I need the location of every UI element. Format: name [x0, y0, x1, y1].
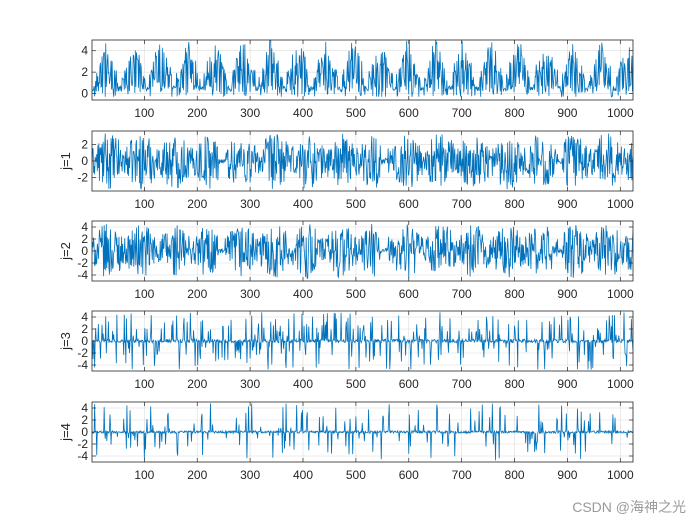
y-tick-label: 4	[81, 310, 88, 324]
y-tick-label: 0	[81, 244, 88, 258]
series-line	[92, 403, 633, 461]
y-tick-label: 0	[81, 87, 88, 101]
x-tick-label: 400	[293, 197, 313, 211]
series-line	[92, 223, 633, 280]
x-tick-label: 100	[134, 468, 154, 482]
x-tick-label: 900	[557, 106, 577, 120]
y-tick-label: 2	[81, 413, 88, 427]
x-tick-label: 600	[399, 377, 419, 391]
y-tick-label: 2	[81, 137, 88, 151]
x-tick-label: 1000	[607, 468, 634, 482]
y-tick-label: -2	[77, 437, 88, 451]
x-tick-label: 500	[346, 106, 366, 120]
x-tick-label: 200	[187, 287, 207, 301]
x-tick-label: 200	[187, 468, 207, 482]
axes-box	[91, 39, 634, 101]
y-tick-label: -4	[77, 358, 88, 372]
x-tick-label: 700	[452, 377, 472, 391]
y-tick-label: 0	[81, 334, 88, 348]
x-tick-label: 500	[346, 468, 366, 482]
y-tick-label: 4	[81, 220, 88, 234]
y-axis-label: j=1	[58, 152, 73, 171]
x-tick-label: 800	[505, 377, 525, 391]
y-tick-label: 4	[81, 44, 88, 58]
x-tick-label: 800	[505, 197, 525, 211]
x-tick-label: 700	[452, 106, 472, 120]
x-tick-label: 700	[452, 468, 472, 482]
x-tick-label: 1000	[607, 197, 634, 211]
x-tick-label: 900	[557, 468, 577, 482]
x-tick-label: 1000	[607, 287, 634, 301]
watermark: CSDN @海神之光	[572, 499, 686, 515]
y-tick-label: -4	[77, 449, 88, 463]
x-tick-label: 800	[505, 106, 525, 120]
series-line	[92, 40, 633, 98]
y-tick-label: 0	[81, 425, 88, 439]
x-tick-label: 400	[293, 377, 313, 391]
x-tick-label: 200	[187, 377, 207, 391]
x-tick-label: 600	[399, 197, 419, 211]
x-tick-label: 300	[240, 106, 260, 120]
x-tick-label: 1000	[607, 106, 634, 120]
x-tick-label: 100	[134, 287, 154, 301]
x-tick-label: 300	[240, 377, 260, 391]
x-tick-label: 400	[293, 287, 313, 301]
x-tick-label: 500	[346, 377, 366, 391]
x-tick-label: 300	[240, 287, 260, 301]
x-tick-label: 600	[399, 287, 419, 301]
x-tick-label: 700	[452, 287, 472, 301]
y-tick-label: -4	[77, 268, 88, 282]
x-tick-label: 500	[346, 197, 366, 211]
y-tick-label: -2	[77, 346, 88, 360]
x-tick-label: 400	[293, 106, 313, 120]
y-axis-label: j=3	[58, 332, 73, 351]
y-tick-label: 4	[81, 401, 88, 415]
x-tick-label: 600	[399, 468, 419, 482]
y-tick-label: 2	[81, 65, 88, 79]
x-tick-label: 300	[240, 197, 260, 211]
y-tick-label: 2	[81, 232, 88, 246]
y-tick-label: 2	[81, 322, 88, 336]
x-tick-label: 700	[452, 197, 472, 211]
x-tick-label: 900	[557, 197, 577, 211]
x-tick-label: 100	[134, 106, 154, 120]
subplot-2: 100 200 300 400 500 600 700 800 900 1000 -2 0 2 j=1	[58, 130, 634, 211]
x-tick-label: 100	[134, 197, 154, 211]
series-line	[92, 133, 633, 190]
x-tick-label: 900	[557, 377, 577, 391]
x-tick-label: 200	[187, 197, 207, 211]
y-tick-label: -2	[77, 256, 88, 270]
x-tick-label: 200	[187, 106, 207, 120]
x-tick-label: 100	[134, 377, 154, 391]
x-tick-label: 800	[505, 468, 525, 482]
x-tick-label: 900	[557, 287, 577, 301]
series-line	[92, 312, 633, 370]
x-tick-label: 800	[505, 287, 525, 301]
x-tick-label: 600	[399, 106, 419, 120]
subplot-1: 100 200 300 400 500 600 700 800 900 1000 0 2 4	[81, 39, 634, 120]
y-tick-label: 0	[81, 154, 88, 168]
y-axis-label: j=2	[58, 242, 73, 261]
x-tick-label: 400	[293, 468, 313, 482]
y-axis-label: j=4	[58, 423, 73, 442]
x-tick-label: 300	[240, 468, 260, 482]
x-tick-label: 1000	[607, 377, 634, 391]
y-tick-label: -2	[77, 171, 88, 185]
x-tick-label: 500	[346, 287, 366, 301]
